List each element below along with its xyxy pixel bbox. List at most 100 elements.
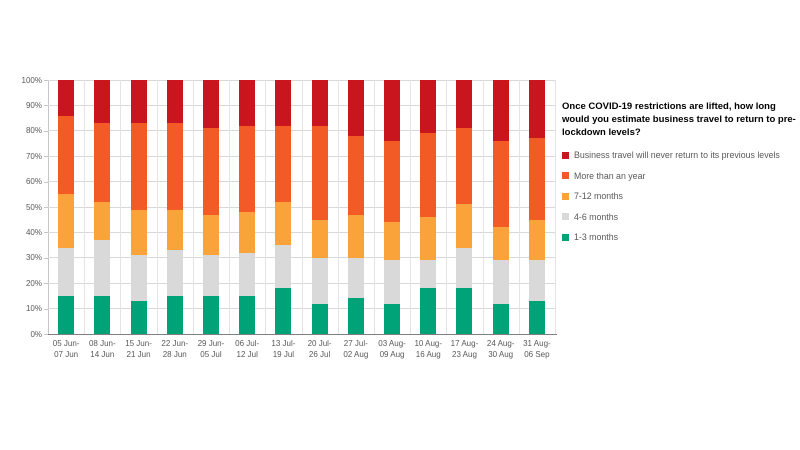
- bar-segment-more-than-an-year: [202, 128, 219, 215]
- bar-segment-business-travel-will-never-return-to-its-previous-levels: [384, 80, 401, 141]
- bar-segment-1-3-months: [239, 295, 256, 334]
- x-axis-category-label: 29 Jun- 05 Jul: [197, 339, 225, 359]
- bar-segment-4-6-months: [275, 245, 292, 289]
- legend-item-label: Business travel will never return to its…: [574, 150, 780, 160]
- bar-segment-1-3-months: [456, 288, 473, 334]
- bar-segment-more-than-an-year: [311, 125, 328, 220]
- y-axis-tick-label: 20%: [25, 278, 42, 288]
- legend-item: 1-3 months: [562, 232, 800, 242]
- bar-segment-1-3-months: [311, 303, 328, 334]
- y-axis-tick: [44, 232, 48, 234]
- x-axis-category-label: 31 Aug- 06 Sep: [523, 339, 551, 359]
- stacked-bar: [492, 80, 509, 334]
- bar-segment-business-travel-will-never-return-to-its-previous-levels: [166, 80, 183, 124]
- bar-segment-7-12-months: [58, 194, 75, 248]
- bar-segment-business-travel-will-never-return-to-its-previous-levels: [311, 80, 328, 126]
- stacked-bar: [347, 80, 364, 334]
- y-axis-tick-label: 30%: [25, 253, 42, 263]
- legend-item-label: 4-6 months: [574, 211, 619, 222]
- bar-segment-4-6-months: [528, 260, 545, 301]
- legend-item: 7-12 months: [562, 191, 800, 201]
- bar-segment-more-than-an-year: [528, 138, 545, 220]
- bar-segment-4-6-months: [130, 255, 147, 301]
- gridline-vertical: [301, 80, 303, 334]
- bar-segment-1-3-months: [492, 303, 509, 334]
- bar-segment-7-12-months: [528, 219, 545, 261]
- bar-segment-more-than-an-year: [492, 140, 509, 228]
- y-axis-tick-label: 40%: [25, 227, 42, 237]
- bar-segment-1-3-months: [94, 295, 111, 334]
- bar-segment-more-than-an-year: [130, 123, 147, 210]
- stacked-bar: [384, 80, 401, 334]
- bar-segment-4-6-months: [492, 260, 509, 304]
- x-axis-category-label: 20 Jul- 26 Jul: [307, 339, 332, 359]
- bar-segment-7-12-months: [384, 222, 401, 261]
- bar-segment-7-12-months: [130, 209, 147, 256]
- legend-item-label: More than an year: [574, 170, 646, 181]
- bar-segment-1-3-months: [202, 295, 219, 334]
- y-axis-tick: [44, 283, 48, 285]
- stacked-bar: [420, 80, 437, 334]
- stacked-bar: [166, 80, 183, 334]
- bar-segment-4-6-months: [420, 260, 437, 289]
- legend-swatch-icon: [562, 172, 569, 179]
- bar-segment-business-travel-will-never-return-to-its-previous-levels: [239, 80, 256, 126]
- gridline-vertical: [192, 80, 194, 334]
- bar-segment-business-travel-will-never-return-to-its-previous-levels: [456, 80, 473, 129]
- x-axis-category-label: 27 Jul- 02 Aug: [343, 339, 369, 359]
- x-axis-category-label: 22 Jun- 28 Jun: [161, 339, 189, 359]
- legend-item-label: 1-3 months: [574, 232, 619, 242]
- y-axis-tick-label: 10%: [25, 304, 42, 314]
- y-axis-tick: [44, 207, 48, 208]
- bar-segment-4-6-months: [347, 257, 364, 299]
- bar-segment-more-than-an-year: [456, 128, 473, 205]
- plot-area: [46, 79, 557, 335]
- gridline-vertical: [264, 80, 266, 334]
- gridline-vertical: [119, 80, 121, 334]
- y-axis-tick: [44, 181, 48, 183]
- stacked-bar: [130, 80, 147, 334]
- legend-item: More than an year: [562, 170, 800, 181]
- x-axis-category-label: 06 Jul- 12 Jul: [235, 339, 260, 359]
- chart-question-title: Once COVID-19 restrictions are lifted, h…: [562, 101, 796, 138]
- legend-item: Business travel will never return to its…: [562, 150, 800, 160]
- bar-segment-1-3-months: [420, 288, 437, 334]
- gridline-vertical: [373, 80, 375, 334]
- bar-segment-7-12-months: [311, 219, 328, 258]
- stacked-bar: [311, 80, 328, 334]
- bar-segment-4-6-months: [94, 240, 111, 296]
- bar-segment-business-travel-will-never-return-to-its-previous-levels: [130, 80, 147, 124]
- stacked-bar: [528, 80, 545, 334]
- bar-segment-more-than-an-year: [239, 125, 256, 213]
- bar-segment-1-3-months: [58, 295, 75, 334]
- bar-segment-7-12-months: [420, 217, 437, 261]
- gridline-vertical: [445, 80, 447, 334]
- legend-item-label: 7-12 months: [574, 191, 623, 201]
- bar-segment-1-3-months: [275, 288, 292, 334]
- gridline-vertical: [409, 80, 411, 334]
- y-axis-tick: [44, 105, 48, 107]
- bar-segment-business-travel-will-never-return-to-its-previous-levels: [94, 80, 111, 124]
- gridline-vertical: [518, 80, 520, 334]
- y-axis-tick: [44, 156, 48, 158]
- bar-segment-business-travel-will-never-return-to-its-previous-levels: [202, 80, 219, 129]
- bar-segment-1-3-months: [528, 300, 545, 334]
- bar-segment-more-than-an-year: [58, 115, 75, 195]
- x-axis-category-label: 05 Jun- 07 Jun: [52, 339, 80, 359]
- x-axis-category-label: 08 Jun- 14 Jun: [88, 339, 116, 359]
- bar-segment-business-travel-will-never-return-to-its-previous-levels: [528, 80, 545, 139]
- x-axis-category-label: 15 Jun- 21 Jun: [125, 339, 152, 359]
- x-axis-category-label: 24 Aug- 30 Aug: [486, 339, 515, 359]
- y-axis-tick: [44, 334, 48, 335]
- bar-segment-7-12-months: [492, 227, 509, 261]
- legend-swatch-icon: [562, 151, 569, 159]
- legend-swatch-icon: [562, 192, 569, 200]
- gridline-vertical: [482, 80, 484, 334]
- bar-segment-1-3-months: [166, 295, 183, 334]
- x-axis-category-label: 13 Jul- 19 Jul: [271, 339, 296, 359]
- y-axis-tick-label: 70%: [25, 151, 42, 161]
- bar-segment-7-12-months: [166, 209, 183, 251]
- y-axis-tick: [44, 257, 48, 259]
- bar-segment-more-than-an-year: [420, 133, 437, 218]
- bar-segment-more-than-an-year: [384, 140, 401, 223]
